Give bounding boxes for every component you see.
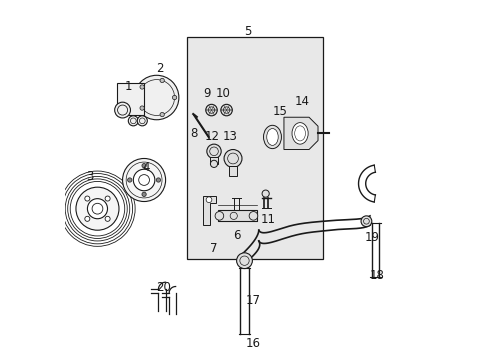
Text: 19: 19 bbox=[364, 231, 379, 244]
Circle shape bbox=[140, 106, 144, 110]
Ellipse shape bbox=[291, 123, 307, 144]
Circle shape bbox=[142, 163, 146, 168]
Text: 12: 12 bbox=[204, 130, 219, 144]
Ellipse shape bbox=[263, 125, 281, 149]
Circle shape bbox=[206, 197, 211, 203]
Circle shape bbox=[236, 253, 252, 269]
Bar bbox=[117, 83, 144, 116]
Circle shape bbox=[105, 196, 110, 201]
Ellipse shape bbox=[266, 129, 278, 145]
Circle shape bbox=[172, 95, 176, 100]
Polygon shape bbox=[284, 117, 317, 149]
Circle shape bbox=[360, 216, 371, 226]
Circle shape bbox=[140, 85, 144, 89]
Text: 18: 18 bbox=[369, 269, 384, 282]
Circle shape bbox=[128, 116, 138, 126]
Text: 16: 16 bbox=[245, 337, 261, 350]
Circle shape bbox=[134, 75, 179, 120]
Circle shape bbox=[115, 102, 130, 118]
Text: 14: 14 bbox=[294, 95, 309, 108]
Text: 17: 17 bbox=[245, 294, 261, 307]
Circle shape bbox=[127, 178, 132, 182]
Text: 4: 4 bbox=[142, 161, 149, 174]
Circle shape bbox=[160, 112, 164, 117]
Text: 8: 8 bbox=[190, 127, 198, 140]
Bar bbox=[187, 37, 323, 259]
Text: 3: 3 bbox=[86, 170, 94, 183]
Circle shape bbox=[105, 216, 110, 221]
Circle shape bbox=[84, 216, 90, 221]
Circle shape bbox=[142, 192, 146, 197]
Circle shape bbox=[210, 160, 217, 167]
Text: 6: 6 bbox=[233, 229, 241, 242]
Text: 1: 1 bbox=[124, 80, 131, 93]
Text: 10: 10 bbox=[215, 87, 230, 100]
Circle shape bbox=[160, 78, 164, 82]
Circle shape bbox=[76, 187, 119, 230]
Circle shape bbox=[215, 212, 223, 220]
Circle shape bbox=[249, 212, 257, 220]
Circle shape bbox=[87, 199, 107, 219]
Circle shape bbox=[205, 104, 217, 116]
Bar bbox=[210, 157, 217, 164]
Text: 20: 20 bbox=[156, 281, 171, 294]
Circle shape bbox=[137, 116, 147, 126]
Polygon shape bbox=[203, 196, 215, 225]
Circle shape bbox=[156, 178, 160, 182]
Circle shape bbox=[122, 158, 165, 202]
Text: 15: 15 bbox=[272, 105, 287, 118]
Circle shape bbox=[221, 104, 232, 116]
Bar bbox=[217, 211, 257, 221]
Text: 7: 7 bbox=[210, 242, 217, 255]
Circle shape bbox=[224, 149, 242, 167]
Circle shape bbox=[84, 196, 90, 201]
Text: 11: 11 bbox=[260, 213, 275, 226]
Text: 9: 9 bbox=[203, 87, 210, 100]
Text: 5: 5 bbox=[244, 25, 251, 38]
Text: 2: 2 bbox=[156, 62, 163, 75]
Circle shape bbox=[262, 190, 269, 197]
Circle shape bbox=[206, 144, 221, 158]
Text: 13: 13 bbox=[222, 130, 237, 144]
Bar bbox=[229, 166, 236, 176]
Circle shape bbox=[133, 169, 155, 191]
